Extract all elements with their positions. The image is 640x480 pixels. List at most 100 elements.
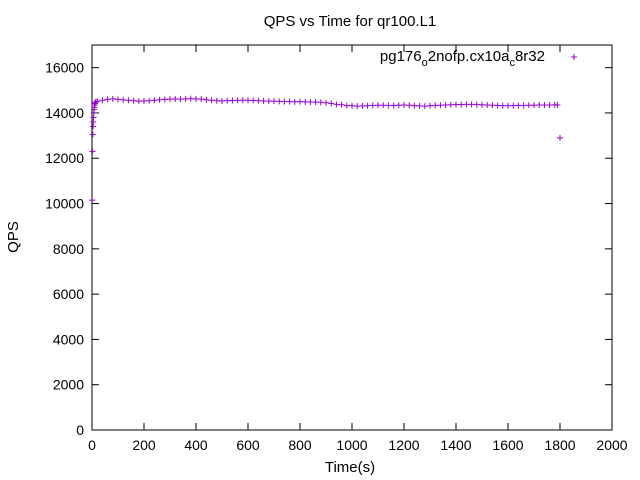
data-point (224, 97, 231, 104)
data-point (510, 102, 517, 109)
data-point (541, 102, 548, 109)
data-point (442, 102, 449, 109)
data-point (250, 97, 257, 104)
legend-marker (571, 54, 577, 60)
data-point (437, 102, 444, 109)
chart-title: QPS vs Time for qr100.L1 (264, 13, 437, 30)
data-point (156, 96, 163, 103)
legend-marker-symbol (571, 54, 577, 60)
data-point (193, 95, 199, 102)
data-point (484, 102, 491, 109)
data-point (369, 102, 376, 109)
data-point (364, 102, 371, 109)
y-tick-label: 4000 (53, 331, 84, 347)
data-point (427, 102, 433, 109)
data-point (432, 102, 439, 109)
x-axis: 0 200 400 600 800 1000 1200 1400 1600 1800 2000 (88, 45, 628, 453)
x-tick-label: 0 (88, 437, 96, 453)
data-point (411, 102, 418, 109)
data-point (473, 101, 480, 108)
data-point (458, 101, 465, 108)
data-point (401, 102, 407, 109)
data-point (317, 99, 324, 106)
data-point (125, 97, 132, 104)
y-tick-label: 2000 (53, 377, 84, 393)
y-tick-label: 16000 (45, 60, 84, 76)
data-point (307, 99, 314, 106)
data-point (135, 98, 142, 105)
data-point (229, 97, 236, 104)
data-point (468, 101, 475, 108)
data-point (161, 96, 168, 103)
data-point (359, 102, 366, 109)
series-points (89, 95, 563, 204)
y-tick-label: 8000 (53, 241, 84, 257)
data-point (390, 102, 397, 109)
data-point (505, 102, 511, 109)
y-tick-label: 10000 (45, 196, 84, 212)
data-point (328, 100, 335, 107)
data-point (406, 102, 413, 109)
y-tick-label: 0 (76, 422, 84, 438)
x-axis-label: Time(s) (325, 459, 375, 476)
data-point (380, 102, 387, 109)
data-point (146, 97, 153, 104)
data-point (271, 98, 277, 105)
data-point (479, 101, 485, 108)
data-point (177, 96, 184, 103)
data-point (203, 96, 210, 103)
data-point (115, 96, 121, 103)
data-point (499, 102, 506, 109)
data-point (120, 96, 127, 103)
data-point (255, 97, 262, 104)
y-tick-label: 12000 (45, 150, 84, 166)
data-point (213, 97, 220, 104)
data-point (494, 102, 501, 109)
data-point (89, 148, 96, 155)
x-tick-label: 1400 (440, 437, 471, 453)
data-point (546, 102, 553, 109)
legend-label: pg176o2nofp.cx10ac8r32 (380, 48, 545, 69)
data-point (260, 97, 267, 104)
data-point (343, 102, 350, 109)
data-point (291, 98, 298, 105)
data-point (520, 102, 527, 109)
data-point (349, 102, 355, 109)
data-point (302, 98, 309, 105)
data-point (323, 99, 329, 106)
data-point (515, 102, 522, 109)
data-point (354, 103, 361, 110)
data-point (531, 102, 537, 109)
data-point (167, 96, 173, 103)
data-point (182, 95, 189, 102)
data-point (375, 102, 381, 109)
data-point (151, 97, 158, 104)
data-point (338, 101, 345, 108)
data-point (385, 102, 392, 109)
data-point (463, 101, 470, 108)
data-point (89, 131, 96, 138)
x-tick-label: 1200 (388, 437, 419, 453)
data-point (109, 95, 116, 102)
data-point (447, 101, 454, 108)
x-tick-label: 600 (236, 437, 260, 453)
x-tick-label: 400 (184, 437, 208, 453)
data-point (104, 96, 111, 103)
x-tick-label: 1000 (336, 437, 367, 453)
data-point (554, 102, 561, 109)
data-point (489, 102, 496, 109)
data-point (395, 102, 402, 109)
data-point (208, 97, 215, 104)
x-tick-label: 2000 (596, 437, 627, 453)
data-point (416, 102, 423, 109)
y-axis: 0 2000 4000 6000 8000 10000 12000 14000 16000 (45, 60, 612, 438)
data-point (297, 98, 303, 105)
data-point (421, 103, 428, 110)
data-point (94, 98, 101, 105)
data-point (99, 97, 106, 104)
data-point (333, 101, 340, 108)
data-point (453, 101, 459, 108)
data-point (525, 102, 532, 109)
data-point (239, 97, 246, 104)
legend: pg176o2nofp.cx10ac8r32 (380, 48, 577, 69)
